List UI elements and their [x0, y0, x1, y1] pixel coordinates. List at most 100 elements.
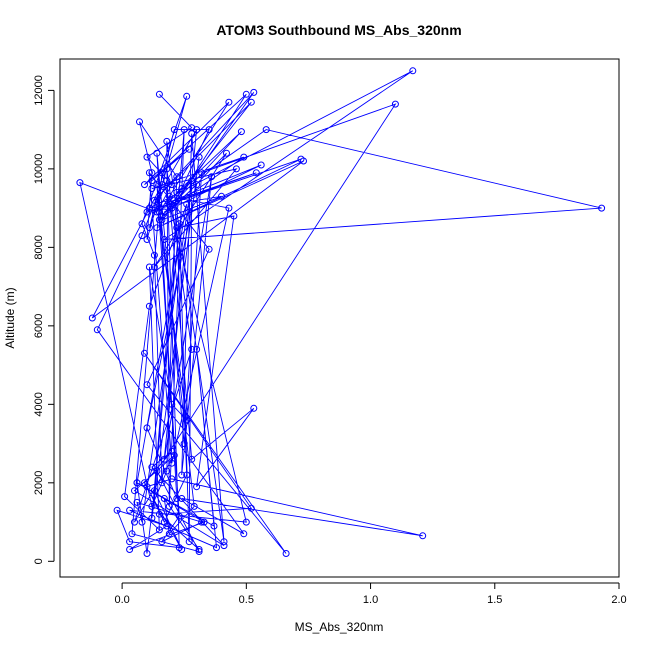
data-point	[237, 128, 245, 136]
series-layer	[76, 67, 606, 557]
data-point	[193, 181, 201, 189]
x-axis-label: MS_Abs_320nm	[295, 620, 384, 634]
y-tick-label: 12000	[33, 75, 45, 106]
x-tick-label: 0.0	[114, 594, 129, 606]
data-point	[247, 504, 255, 512]
data-point	[250, 88, 258, 96]
data-point	[218, 192, 225, 200]
data-point	[188, 345, 196, 353]
data-point	[145, 169, 153, 177]
data-point	[213, 544, 220, 552]
data-point	[153, 181, 161, 189]
data-point	[153, 467, 161, 475]
data-point	[158, 538, 166, 546]
data-point	[148, 514, 156, 522]
data-point	[148, 169, 156, 177]
y-axis: 0 2000 4000 6000 8000 10000 12000	[33, 75, 55, 564]
data-point	[183, 92, 191, 100]
data-point	[163, 522, 171, 530]
data-point	[240, 530, 248, 538]
data-point	[193, 126, 201, 134]
data-point	[153, 149, 161, 157]
data-point	[173, 173, 181, 181]
data-point	[126, 538, 134, 546]
data-point	[178, 185, 186, 192]
data-point	[150, 196, 158, 204]
data-point	[170, 451, 178, 459]
data-point	[262, 126, 270, 134]
x-axis: 0.0 0.5 1.0 1.5 2.0	[114, 582, 627, 606]
data-point	[168, 181, 176, 189]
data-point	[131, 518, 138, 526]
data-point	[155, 90, 163, 98]
data-point	[163, 137, 171, 145]
data-point	[225, 204, 233, 212]
data-point	[598, 204, 606, 212]
data-point	[175, 512, 183, 520]
data-point	[183, 471, 191, 479]
data-point	[173, 495, 181, 502]
data-point	[155, 526, 163, 534]
data-point	[153, 224, 161, 232]
y-tick-label: 0	[33, 558, 45, 564]
data-point	[193, 483, 201, 491]
data-point	[178, 495, 186, 502]
data-point	[148, 185, 156, 192]
data-point	[225, 98, 233, 106]
data-point	[131, 487, 138, 495]
data-point	[143, 550, 151, 557]
data-point	[183, 416, 191, 424]
data-point	[183, 200, 191, 208]
data-point	[168, 475, 176, 483]
data-point	[148, 502, 156, 510]
x-tick-label: 0.5	[239, 594, 254, 606]
data-point	[223, 149, 230, 157]
data-point	[158, 479, 166, 487]
data-point	[155, 216, 163, 224]
data-point	[188, 130, 196, 138]
data-point	[145, 263, 153, 271]
data-point	[165, 530, 173, 538]
data-point	[180, 126, 188, 134]
data-point	[205, 126, 213, 134]
data-point	[160, 200, 168, 208]
y-tick-label: 10000	[33, 154, 45, 185]
data-point	[170, 126, 178, 134]
data-point	[155, 510, 163, 518]
chart-title: ATOM3 Southbound MS_Abs_320nm	[216, 22, 461, 38]
data-point	[210, 522, 218, 530]
data-point	[257, 161, 265, 169]
y-tick-label: 2000	[33, 471, 45, 495]
data-point	[250, 404, 258, 412]
data-point	[145, 302, 153, 310]
y-axis-label: Altitude (m)	[3, 287, 17, 348]
data-point	[143, 236, 151, 243]
data-point	[76, 179, 84, 187]
data-point	[141, 181, 148, 189]
data-point	[190, 502, 198, 510]
data-point	[409, 67, 417, 75]
data-point	[188, 177, 196, 185]
data-point	[143, 153, 151, 161]
data-point	[175, 544, 183, 552]
data-point	[153, 208, 161, 216]
data-point	[133, 479, 141, 487]
data-point	[198, 169, 206, 177]
data-point	[185, 538, 193, 546]
data-point	[128, 530, 136, 538]
data-point	[230, 212, 238, 220]
data-point	[133, 498, 141, 506]
data-point	[242, 90, 250, 98]
data-point	[200, 518, 208, 526]
plot-area-frame	[59, 58, 620, 578]
data-point	[168, 204, 176, 212]
data-point	[185, 145, 193, 153]
data-point	[391, 100, 399, 108]
data-point	[178, 471, 186, 479]
data-point	[158, 181, 166, 189]
data-point	[220, 542, 228, 550]
data-point	[150, 487, 158, 495]
data-point	[113, 506, 121, 514]
data-point	[148, 177, 156, 185]
